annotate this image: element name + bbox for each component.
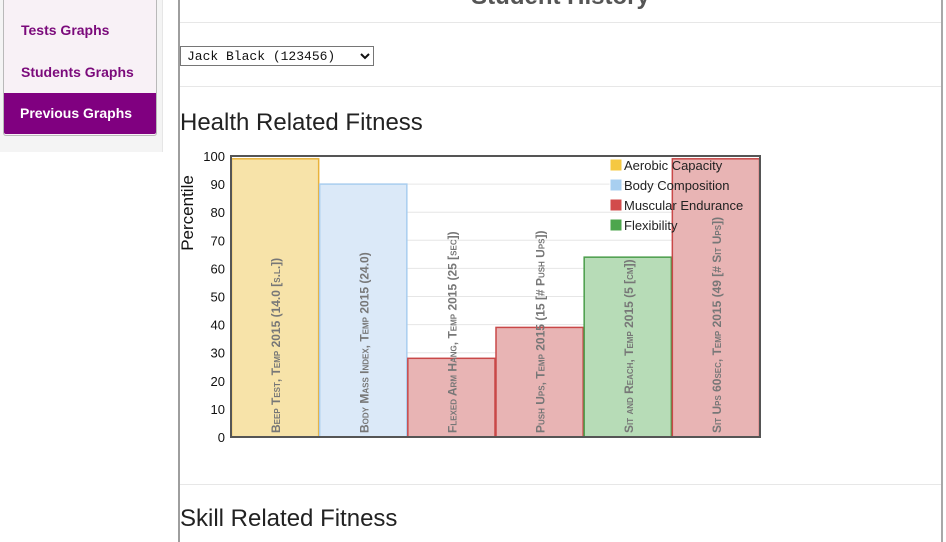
sidebar: Tests Graphs Students Graphs Previous Gr… bbox=[0, 0, 163, 152]
chart-bar bbox=[230, 158, 320, 438]
y-tick-label: 50 bbox=[211, 290, 225, 305]
section-title-health: Health Related Fitness bbox=[180, 109, 423, 136]
legend-swatch bbox=[609, 178, 623, 192]
divider bbox=[180, 86, 941, 87]
y-tick-label: 30 bbox=[211, 346, 225, 361]
y-tick-label: 40 bbox=[211, 318, 225, 333]
student-select[interactable]: Jack Black (123456) bbox=[180, 46, 374, 66]
content-left-border bbox=[178, 0, 180, 542]
bar-label: Push Ups, Temp 2015 (15 [# Push Ups]) bbox=[534, 230, 548, 433]
bar-label: Flexed Arm Hang, Temp 2015 (25 [sec]) bbox=[445, 231, 459, 433]
legend-label: Aerobic Capacity bbox=[624, 158, 723, 173]
bar-label: Beep Test, Temp 2015 (14.0 [s.l.]) bbox=[269, 258, 283, 433]
plot-border bbox=[230, 155, 761, 438]
chart-bar bbox=[583, 256, 673, 438]
y-tick-label: 10 bbox=[211, 402, 225, 417]
y-tick-label: 90 bbox=[211, 177, 225, 192]
divider bbox=[180, 22, 941, 23]
y-tick-label: 100 bbox=[203, 149, 225, 164]
legend-label: Muscular Endurance bbox=[624, 198, 743, 213]
chart-bar bbox=[495, 326, 584, 438]
legend-swatch bbox=[609, 158, 623, 172]
y-tick-label: 80 bbox=[211, 205, 225, 220]
bar-label: Sit Ups 60sec, Temp 2015 (49 [# Sit Ups]… bbox=[710, 217, 724, 433]
health-fitness-chart: 0 10 20 30 40 50 60 70 80 90 100 Percentile Beep Tes… bbox=[170, 140, 770, 450]
nav-item-students-graphs[interactable]: Students Graphs bbox=[21, 64, 134, 80]
section-title-skill: Skill Related Fitness bbox=[180, 505, 398, 532]
bar-label: Body Mass Index, Temp 2015 (24.0) bbox=[357, 252, 371, 433]
legend-label: Body Composition bbox=[624, 178, 730, 193]
chart-bar bbox=[407, 357, 496, 438]
bar-label: Sit and Reach, Temp 2015 (5 [cm]) bbox=[622, 259, 636, 433]
nav-item-previous-graphs[interactable]: Previous Graphs bbox=[4, 93, 156, 134]
nav-item-tests-graphs[interactable]: Tests Graphs bbox=[21, 22, 110, 38]
y-tick-label: 60 bbox=[211, 261, 225, 276]
y-tick-label: 20 bbox=[211, 374, 225, 389]
nav-panel: Tests Graphs Students Graphs Previous Gr… bbox=[3, 0, 157, 136]
legend-label: Flexibility bbox=[624, 218, 678, 233]
content-right-border bbox=[941, 0, 943, 542]
divider bbox=[180, 484, 941, 485]
chart-svg: 0 10 20 30 40 50 60 70 80 90 100 Percentile Beep Tes… bbox=[178, 149, 761, 445]
legend-swatch bbox=[609, 198, 623, 212]
y-axis-label: Percentile bbox=[178, 175, 197, 251]
y-tick-label: 0 bbox=[218, 430, 225, 445]
page-title: Student History bbox=[180, 0, 941, 11]
y-tick-label: 70 bbox=[211, 233, 225, 248]
legend-swatch bbox=[609, 218, 623, 232]
chart-bar bbox=[318, 183, 408, 438]
